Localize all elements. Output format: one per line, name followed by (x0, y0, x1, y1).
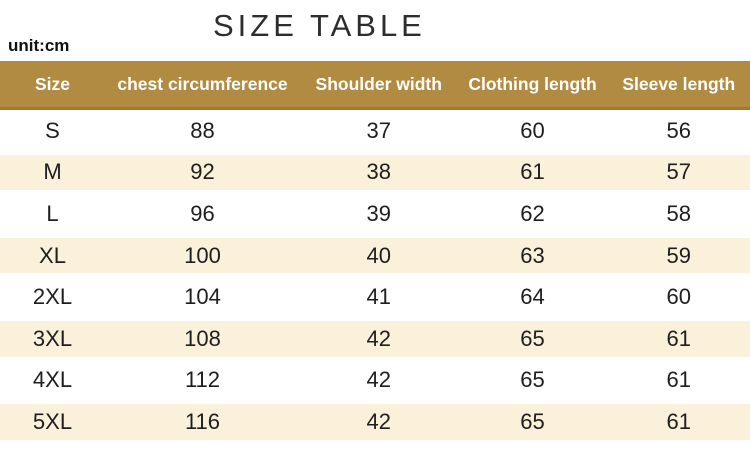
column-header-size: Size (34, 73, 71, 94)
size-label: L (46, 200, 59, 226)
column-header-chest-circumference: chest circumference (117, 73, 288, 94)
size-label: 4XL (32, 367, 73, 393)
table-row-3xl: 3XL 108 42 65 61 (0, 317, 750, 360)
table-row-s: S 88 37 60 56 (0, 110, 750, 152)
value-cell: 41 (366, 284, 391, 310)
value-cell: 60 (520, 117, 545, 143)
column-header-sleeve-length: Sleeve length (622, 73, 736, 94)
value-cell: 56 (666, 117, 691, 143)
page-title: SIZE TABLE (213, 8, 426, 43)
table-row-l: L 96 39 62 58 (0, 193, 750, 235)
value-cell: 116 (184, 408, 221, 434)
value-cell: 104 (184, 284, 221, 310)
value-cell: 42 (366, 325, 391, 351)
size-label: M (43, 159, 62, 185)
column-header-clothing-length: Clothing length (468, 73, 597, 94)
value-cell: 92 (190, 159, 215, 185)
table-row-5xl: 5XL 116 42 65 61 (0, 401, 750, 443)
size-label: 3XL (32, 325, 73, 351)
value-cell: 62 (520, 200, 545, 226)
value-cell: 112 (184, 367, 221, 393)
value-cell: 38 (366, 159, 391, 185)
value-cell: 39 (366, 200, 391, 226)
table-row-xl: XL 100 40 63 59 (0, 234, 750, 277)
value-cell: 88 (190, 117, 215, 143)
value-cell: 42 (366, 408, 391, 434)
size-label: 2XL (32, 284, 73, 310)
value-cell: 58 (666, 200, 691, 226)
value-cell: 63 (520, 242, 545, 268)
table-body: S 88 37 60 56 M 92 38 61 57 L 96 39 62 58 XL 100 40 63 59 2X… (0, 110, 750, 443)
value-cell: 60 (666, 284, 691, 310)
value-cell: 65 (520, 325, 545, 351)
value-cell: 65 (520, 408, 545, 434)
size-label: XL (39, 242, 66, 268)
value-cell: 108 (184, 325, 221, 351)
table-header-row: Size chest circumference Shoulder width Clo… (0, 61, 750, 110)
value-cell: 59 (666, 242, 691, 268)
table-row-4xl: 4XL 112 42 65 61 (0, 359, 750, 402)
value-cell: 37 (366, 117, 391, 143)
value-cell: 61 (520, 159, 545, 185)
value-cell: 61 (666, 325, 691, 351)
value-cell: 100 (184, 242, 221, 268)
value-cell: 61 (666, 367, 691, 393)
size-label: S (45, 117, 60, 143)
value-cell: 65 (520, 367, 545, 393)
value-cell: 64 (520, 284, 545, 310)
table-row-m: M 92 38 61 57 (0, 151, 750, 194)
column-header-shoulder-width: Shoulder width (315, 73, 442, 94)
value-cell: 42 (366, 367, 391, 393)
size-label: 5XL (32, 408, 73, 434)
value-cell: 57 (666, 159, 691, 185)
table-row-2xl: 2XL 104 41 64 60 (0, 276, 750, 318)
unit-label: unit:cm (8, 36, 70, 55)
value-cell: 61 (666, 408, 691, 434)
value-cell: 96 (190, 200, 215, 226)
value-cell: 40 (366, 242, 391, 268)
size-table: Size chest circumference Shoulder width Clo… (0, 61, 750, 443)
